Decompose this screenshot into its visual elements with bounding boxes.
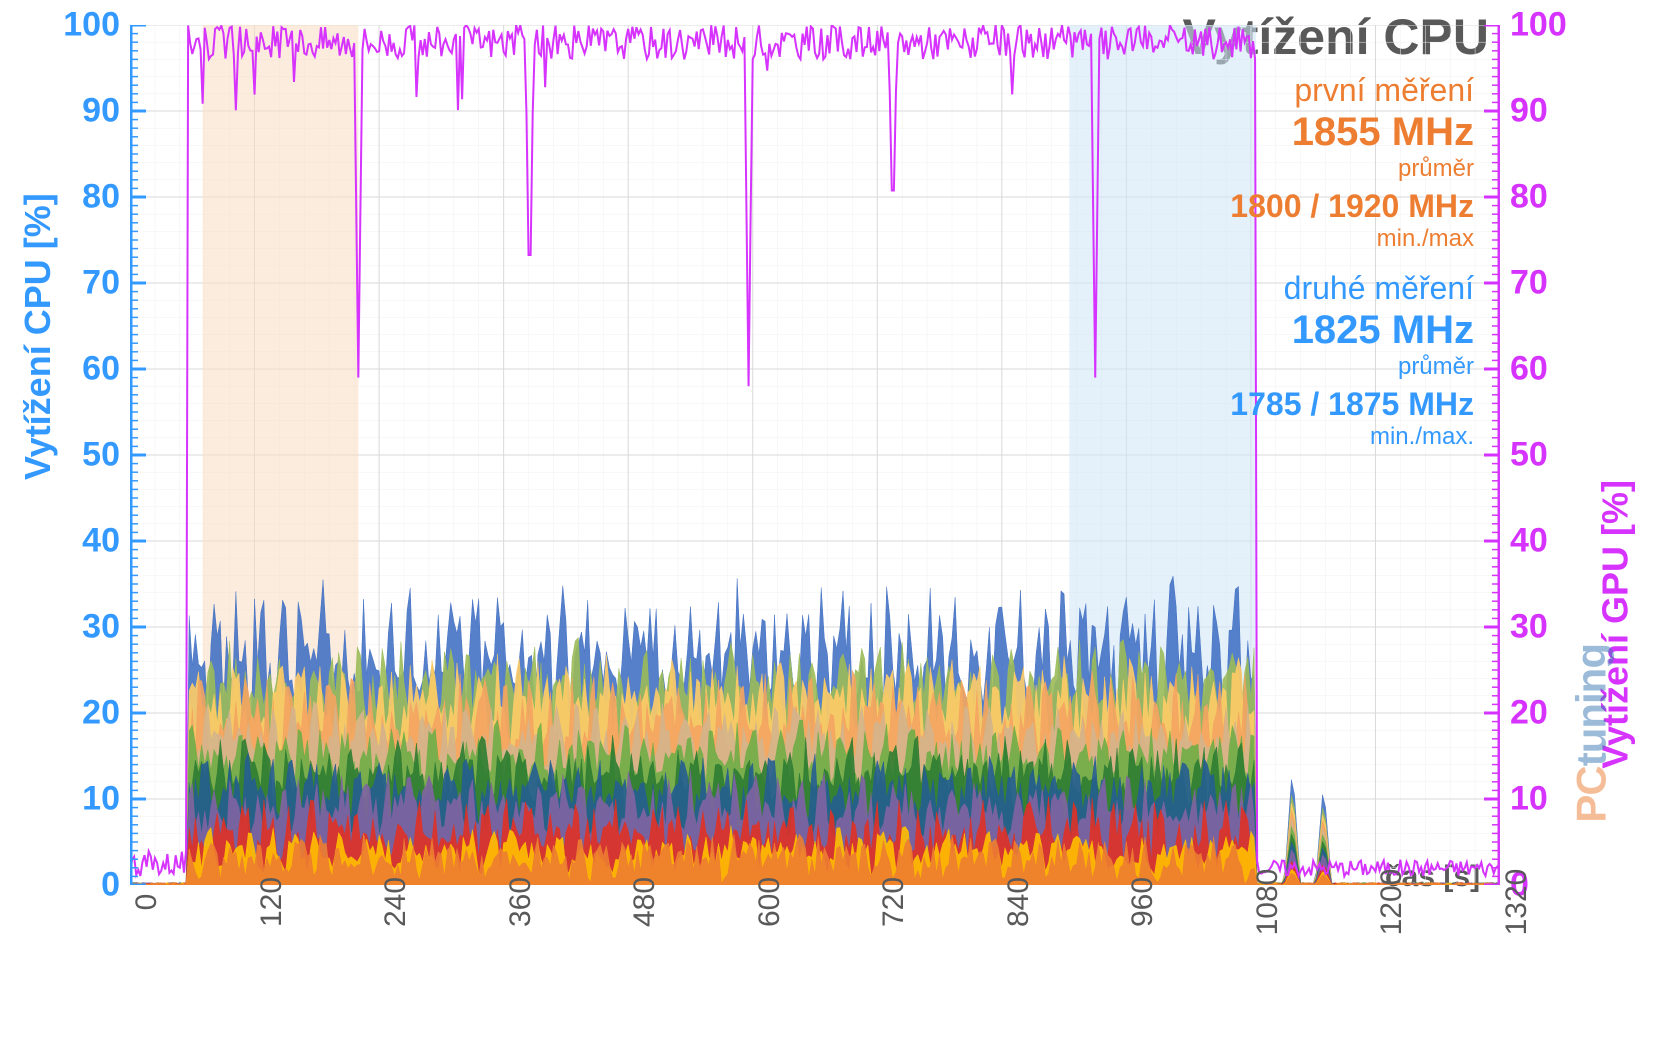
x-tick: 1080 [1251,869,1285,936]
y-tick-left: 90 [82,92,120,131]
y-tick-right: 90 [1510,92,1548,131]
x-tick: 840 [1002,877,1036,927]
watermark-tuning: tuning [1568,644,1615,766]
anno-first-title: první měření [1230,72,1474,109]
anno-first-avg-label: průměr [1230,155,1474,183]
watermark-pctuning: PCtuning [1568,644,1616,823]
x-tick: 0 [130,894,164,911]
y-tick-left: 60 [82,350,120,389]
anno-second-avg-label: průměr [1230,353,1474,381]
y-tick-right: 80 [1510,178,1548,217]
annotation-first: první měření 1855 MHz průměr 1800 / 1920… [1230,72,1474,253]
x-tick: 360 [504,877,538,927]
y-tick-left: 30 [82,608,120,647]
y-tick-left: 20 [82,694,120,733]
y-tick-left: 70 [82,264,120,303]
y-tick-right: 50 [1510,436,1548,475]
x-tick: 1320 [1500,869,1534,936]
y-tick-right: 70 [1510,264,1548,303]
anno-first-avg: 1855 MHz [1230,109,1474,155]
annotation-second: druhé měření 1825 MHz průměr 1785 / 1875… [1230,270,1474,451]
anno-second-avg: 1825 MHz [1230,307,1474,353]
anno-second-title: druhé měření [1230,270,1474,307]
y-tick-left: 10 [82,780,120,819]
watermark-pc: PC [1568,766,1615,822]
y-tick-right: 60 [1510,350,1548,389]
y-tick-right: 100 [1510,6,1567,45]
x-tick: 960 [1126,877,1160,927]
y-tick-left: 100 [63,6,120,45]
x-tick: 480 [628,877,662,927]
x-tick: 720 [877,877,911,927]
anno-first-range-label: min./max [1230,225,1474,253]
x-tick: 240 [379,877,413,927]
x-tick: 1200 [1375,869,1409,936]
y-axis-left-label: Vytížení CPU [%] [17,193,59,480]
y-tick-right: 40 [1510,522,1548,561]
y-tick-left: 0 [101,866,120,905]
anno-second-range-label: min./max. [1230,423,1474,451]
y-tick-left: 80 [82,178,120,217]
anno-first-range: 1800 / 1920 MHz [1230,188,1474,225]
y-tick-left: 40 [82,522,120,561]
x-tick: 600 [753,877,787,927]
x-tick: 120 [255,877,289,927]
y-tick-right: 10 [1510,780,1548,819]
anno-second-range: 1785 / 1875 MHz [1230,386,1474,423]
y-tick-right: 20 [1510,694,1548,733]
y-tick-right: 30 [1510,608,1548,647]
y-tick-left: 50 [82,436,120,475]
